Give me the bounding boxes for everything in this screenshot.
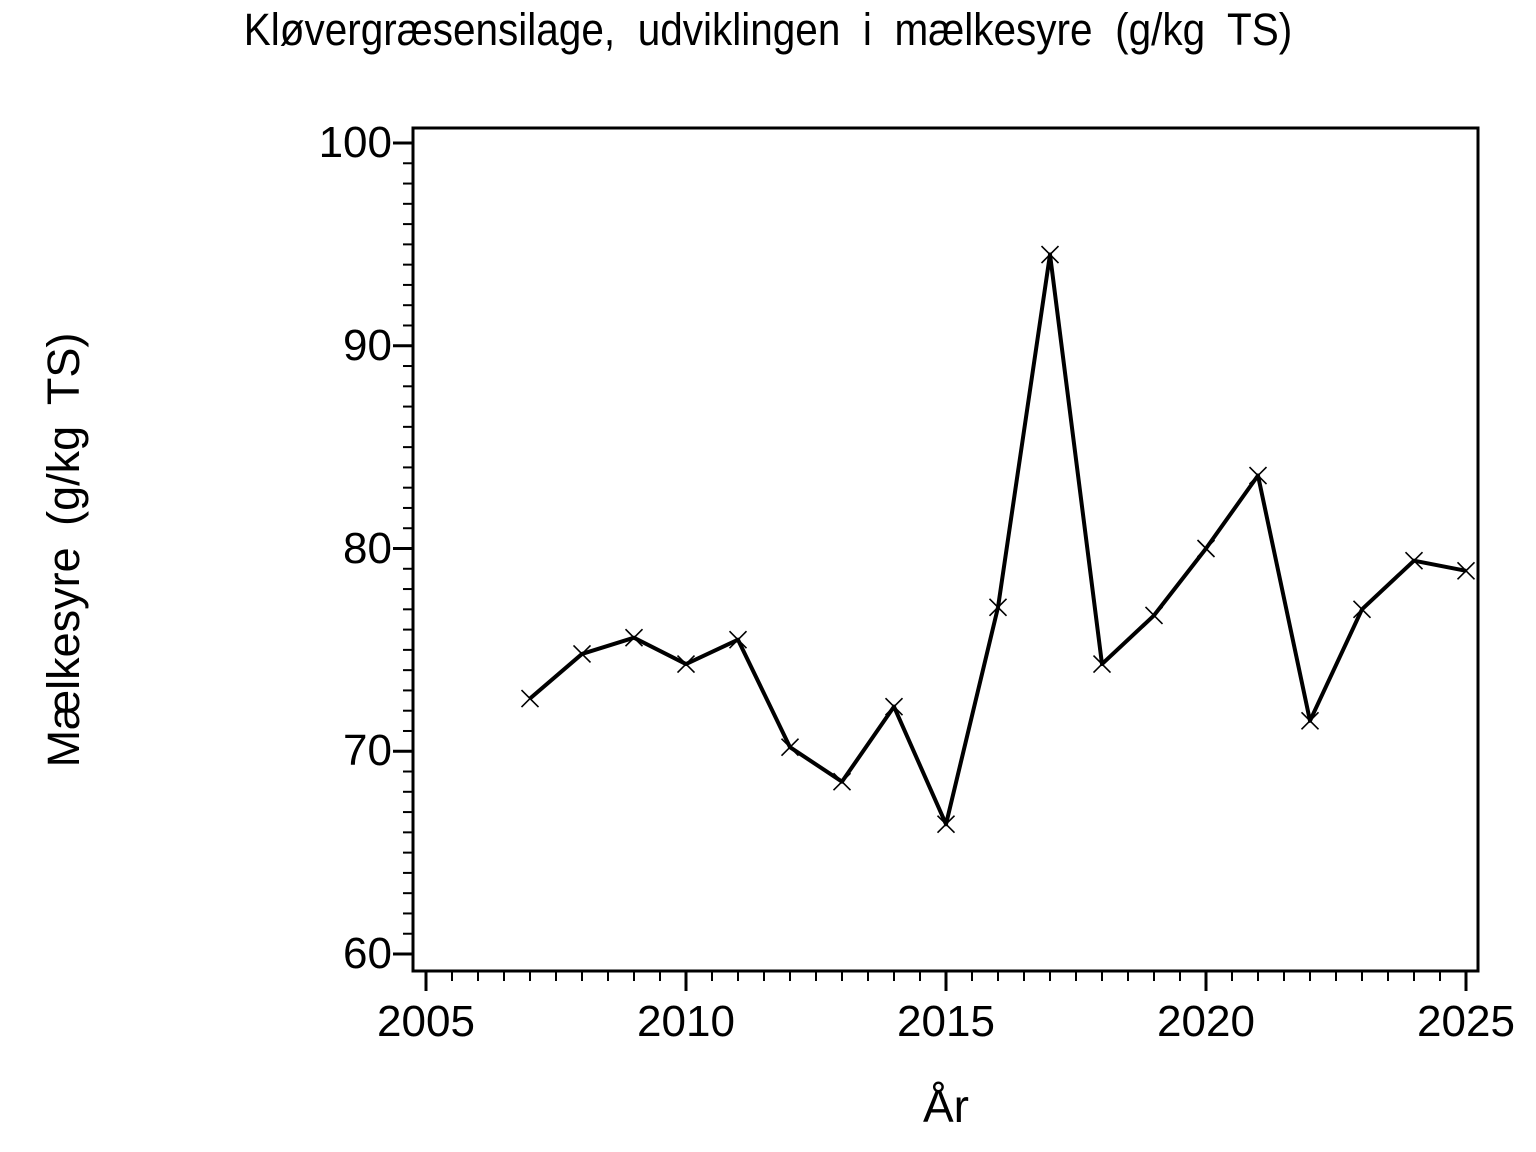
data-point-marker [988, 598, 1008, 617]
x-tick-label: 2025 [1417, 997, 1515, 1046]
y-tick-label: 70 [343, 726, 392, 776]
data-point-marker [936, 815, 956, 834]
data-point-marker [1040, 245, 1060, 264]
x-tick-label: 2020 [1157, 997, 1255, 1046]
data-point-marker [1352, 600, 1372, 619]
data-point-marker [832, 772, 852, 791]
data-point-marker [1404, 551, 1424, 570]
x-tick-label: 2010 [637, 997, 735, 1046]
data-point-marker [520, 689, 540, 708]
plot-frame [411, 126, 1480, 973]
data-point-marker [1456, 561, 1476, 580]
data-point-marker [624, 628, 644, 647]
data-point-marker [676, 655, 696, 674]
data-point-marker [780, 738, 800, 757]
data-point-marker [1144, 606, 1164, 625]
x-tick-label: 2005 [377, 997, 475, 1046]
chart-title: Kløvergræsensilage, udviklingen i mælkes… [243, 4, 1293, 55]
data-point-marker [1196, 539, 1216, 558]
data-point-marker [1248, 466, 1268, 485]
data-point-marker [572, 644, 592, 663]
data-line [528, 252, 1467, 827]
data-point-marker [728, 630, 748, 649]
plot-area [393, 126, 1480, 991]
data-point-marker [884, 697, 904, 716]
data-point-marker [1300, 711, 1320, 730]
y-tick-label: 80 [343, 523, 392, 573]
y-axis-label: Mælkesyre (g/kg TS) [38, 332, 89, 768]
y-tick-label: 100 [318, 118, 392, 167]
x-tick-label: 2015 [897, 997, 995, 1046]
x-axis-label: År [923, 1080, 969, 1132]
y-tick-label: 60 [343, 929, 392, 978]
y-tick-label: 90 [343, 320, 392, 370]
data-point-marker [1092, 655, 1112, 674]
